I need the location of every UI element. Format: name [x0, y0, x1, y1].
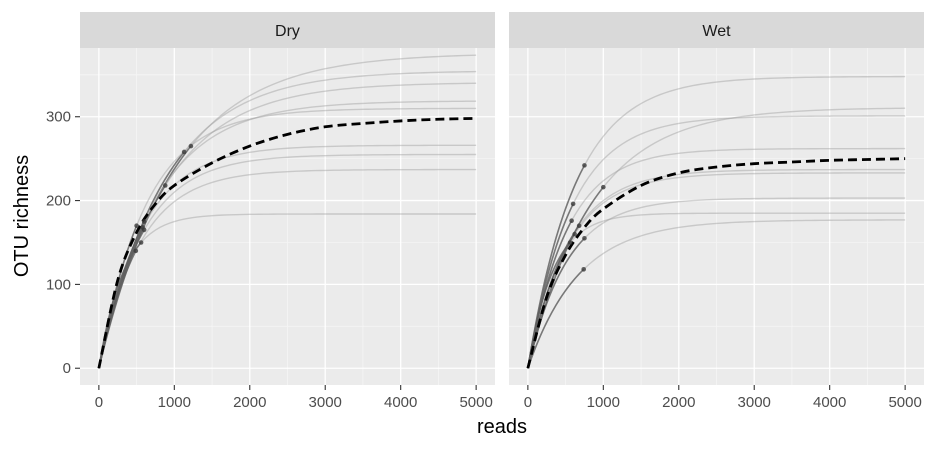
sample-curve	[527, 197, 906, 369]
sample-curve	[98, 168, 477, 369]
observed-point	[133, 248, 139, 254]
facet-panel-wet: Wet	[509, 12, 924, 385]
y-tick-label: 0	[63, 360, 71, 377]
observed-point	[569, 218, 574, 223]
observed-point	[141, 219, 147, 224]
strip-background-wet	[509, 12, 924, 48]
grid-lines-dry	[80, 48, 495, 385]
x-tick-label: 0	[524, 394, 532, 411]
y-axis-title: OTU richness	[11, 155, 33, 277]
observed-point	[582, 235, 587, 241]
sample-curve	[527, 212, 906, 369]
mean-curve-dry	[97, 117, 477, 369]
x-tick-label: 3000	[309, 394, 342, 411]
observed-point	[188, 143, 194, 149]
sample-curve	[98, 107, 477, 369]
observed-point	[572, 231, 577, 237]
observed-points-wet	[567, 163, 606, 272]
sample-curve	[527, 172, 906, 369]
mean-curve-wet	[526, 157, 906, 369]
x-axis-wet: 0 1000 2000 3000 4000 5000	[524, 385, 922, 411]
observed-point	[601, 184, 606, 190]
observed-point	[576, 223, 582, 229]
strip-label-dry: Dry	[275, 23, 300, 40]
sample-curve	[98, 100, 477, 369]
x-tick-label: 5000	[888, 394, 921, 411]
sample-curve	[527, 75, 906, 369]
x-tick-label: 2000	[233, 394, 266, 411]
x-axis-dry: 0 1000 2000 3000 4000 5000	[95, 385, 493, 411]
observed-point	[162, 183, 168, 188]
observed-points-dry	[133, 143, 194, 254]
sample-curve	[527, 115, 906, 369]
x-tick-label: 5000	[459, 394, 492, 411]
observed-curve	[527, 268, 585, 369]
y-tick-label: 300	[46, 109, 71, 126]
sample-curve	[527, 147, 906, 369]
observed-point	[567, 240, 573, 245]
y-tick-label: 100	[46, 276, 71, 293]
observed-point	[570, 201, 576, 207]
observed-curve	[527, 241, 571, 369]
facet-panel-dry: Dry	[80, 12, 495, 385]
sample-curve	[98, 153, 477, 369]
observed-curve	[527, 237, 586, 369]
x-tick-label: 2000	[662, 394, 695, 411]
mean-curve	[97, 117, 477, 369]
sample-curve	[527, 168, 906, 369]
x-axis-title: reads	[477, 416, 527, 438]
sample-curve	[98, 213, 477, 369]
y-axis: 0 100 200 300	[46, 109, 80, 377]
observed-point	[181, 149, 187, 155]
sample-curve	[527, 219, 906, 369]
strip-background-dry	[80, 12, 495, 48]
observed-point	[134, 223, 139, 229]
observed-point	[138, 240, 144, 245]
x-tick-label: 1000	[158, 394, 191, 411]
observed-point	[582, 163, 587, 168]
sample-curves-dry	[98, 54, 477, 369]
x-tick-label: 3000	[738, 394, 771, 411]
mean-curve	[526, 157, 906, 369]
x-tick-label: 1000	[587, 394, 620, 411]
x-tick-label: 4000	[384, 394, 417, 411]
observed-point	[581, 267, 586, 272]
observed-point	[141, 227, 147, 233]
strip-label-wet: Wet	[702, 23, 731, 40]
y-tick-label: 200	[46, 193, 71, 210]
x-tick-label: 0	[95, 394, 103, 411]
x-tick-label: 4000	[813, 394, 846, 411]
